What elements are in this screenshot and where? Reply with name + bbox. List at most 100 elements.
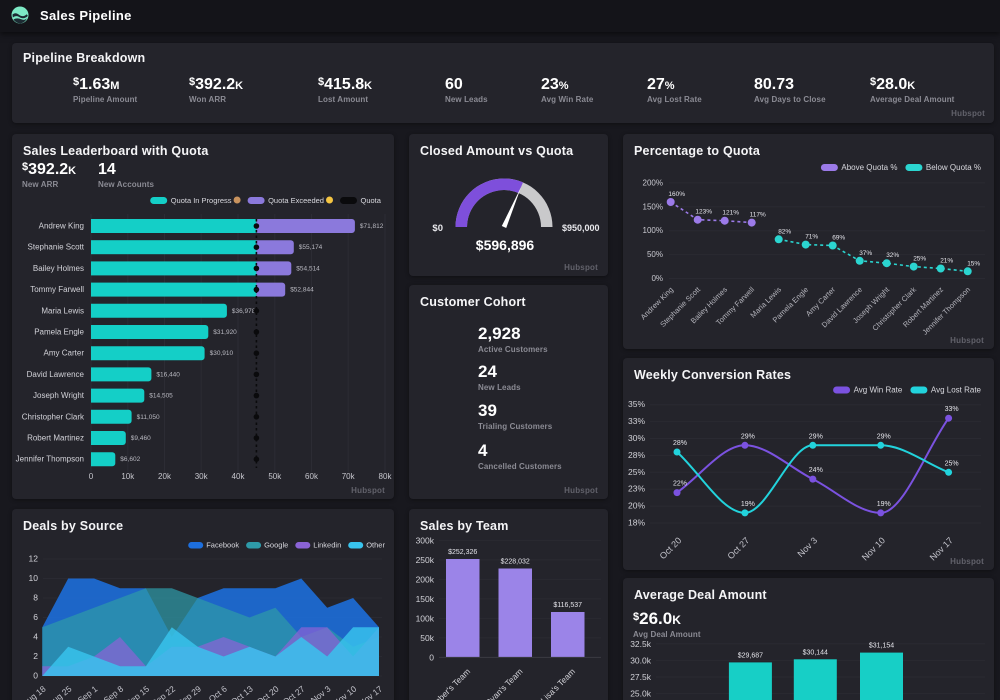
svg-text:Quota Exceeded: Quota Exceeded — [268, 196, 324, 205]
svg-text:Other: Other — [366, 541, 385, 550]
svg-text:100k: 100k — [416, 613, 435, 623]
svg-text:Avg Lost Rate: Avg Lost Rate — [931, 386, 982, 395]
svg-text:Oct 6: Oct 6 — [207, 684, 229, 700]
svg-text:12: 12 — [29, 554, 39, 564]
svg-text:25.0k: 25.0k — [630, 689, 652, 699]
svg-text:50k: 50k — [420, 633, 434, 643]
svg-text:24%: 24% — [809, 467, 823, 474]
svg-text:29%: 29% — [809, 433, 823, 440]
svg-text:28%: 28% — [628, 450, 645, 460]
svg-text:Ryan's Team: Ryan's Team — [483, 666, 525, 700]
svg-text:29%: 29% — [741, 433, 755, 440]
svg-text:80k: 80k — [379, 472, 393, 481]
svg-text:$14,505: $14,505 — [149, 393, 173, 400]
svg-text:Google: Google — [264, 541, 288, 550]
svg-text:Quota: Quota — [361, 196, 382, 205]
svg-text:32.5k: 32.5k — [630, 639, 652, 649]
svg-text:$31,920: $31,920 — [213, 329, 237, 336]
svg-text:$16,440: $16,440 — [156, 371, 180, 378]
svg-text:20%: 20% — [628, 501, 645, 511]
svg-text:Linkedin: Linkedin — [313, 541, 341, 550]
svg-text:$30,910: $30,910 — [210, 350, 234, 357]
svg-text:$9,460: $9,460 — [131, 435, 151, 442]
svg-text:$54,514: $54,514 — [296, 265, 320, 272]
svg-text:Above Quota %: Above Quota % — [841, 163, 897, 172]
svg-text:$6,602: $6,602 — [120, 456, 140, 463]
svg-text:18%: 18% — [628, 518, 645, 528]
svg-text:60k: 60k — [305, 472, 319, 481]
svg-text:Stephanie Scott: Stephanie Scott — [28, 243, 85, 252]
svg-text:0: 0 — [429, 652, 434, 662]
svg-text:Nov 10: Nov 10 — [860, 535, 887, 562]
svg-text:0%: 0% — [651, 274, 663, 283]
svg-text:50%: 50% — [647, 250, 663, 259]
svg-text:Sep 22: Sep 22 — [150, 684, 178, 700]
svg-text:21%: 21% — [940, 258, 953, 265]
svg-text:123%: 123% — [695, 209, 712, 216]
svg-text:150%: 150% — [643, 202, 663, 211]
svg-text:19%: 19% — [877, 501, 891, 508]
svg-text:Maria Lewis: Maria Lewis — [41, 306, 84, 315]
svg-text:Nov 3: Nov 3 — [796, 535, 820, 559]
svg-text:0: 0 — [89, 472, 94, 481]
svg-text:10: 10 — [29, 573, 39, 583]
svg-text:40k: 40k — [232, 472, 246, 481]
svg-text:Amber's Team: Amber's Team — [427, 666, 472, 700]
svg-text:100%: 100% — [643, 226, 663, 235]
svg-text:Oct 20: Oct 20 — [255, 684, 281, 700]
svg-text:25%: 25% — [945, 460, 959, 467]
svg-text:33%: 33% — [945, 406, 959, 413]
svg-text:Nov 10: Nov 10 — [331, 684, 359, 700]
svg-text:Nov 17: Nov 17 — [357, 684, 385, 700]
svg-text:300k: 300k — [416, 535, 435, 545]
svg-text:150k: 150k — [416, 594, 435, 604]
svg-text:Lisa's Team: Lisa's Team — [539, 666, 578, 700]
svg-text:20k: 20k — [158, 472, 172, 481]
svg-text:2: 2 — [33, 651, 38, 661]
svg-text:Avg Win Rate: Avg Win Rate — [854, 386, 903, 395]
svg-text:29%: 29% — [877, 433, 891, 440]
svg-text:6: 6 — [33, 612, 38, 622]
svg-text:30%: 30% — [628, 433, 645, 443]
svg-text:Andrew King: Andrew King — [39, 222, 84, 231]
svg-text:117%: 117% — [750, 212, 766, 219]
svg-text:200k: 200k — [416, 574, 435, 584]
svg-text:Sep 8: Sep 8 — [102, 684, 126, 700]
svg-text:30.0k: 30.0k — [630, 655, 652, 665]
svg-text:David Lawrence: David Lawrence — [27, 370, 85, 379]
svg-text:Robert Martinez: Robert Martinez — [27, 434, 84, 443]
svg-text:37%: 37% — [859, 250, 872, 257]
svg-text:8: 8 — [33, 593, 38, 603]
svg-text:$228,032: $228,032 — [501, 559, 530, 566]
svg-text:$116,537: $116,537 — [553, 602, 582, 609]
svg-text:Sep 29: Sep 29 — [176, 684, 204, 700]
svg-text:30k: 30k — [195, 472, 209, 481]
svg-text:0: 0 — [33, 671, 38, 681]
svg-text:71%: 71% — [805, 234, 818, 241]
svg-text:Facebook: Facebook — [206, 541, 239, 550]
svg-text:69%: 69% — [832, 235, 845, 242]
svg-text:Oct 27: Oct 27 — [281, 684, 307, 700]
svg-text:Aug 25: Aug 25 — [46, 684, 74, 700]
svg-text:33%: 33% — [628, 416, 645, 426]
svg-text:Jennifer Thompson: Jennifer Thompson — [16, 455, 84, 464]
svg-text:Christopher Clark: Christopher Clark — [22, 412, 85, 421]
svg-text:28%: 28% — [673, 440, 687, 447]
svg-text:$29,687: $29,687 — [738, 652, 763, 659]
svg-text:22%: 22% — [673, 481, 687, 488]
svg-text:$52,844: $52,844 — [290, 287, 314, 294]
svg-text:Sep 15: Sep 15 — [124, 684, 152, 700]
svg-text:$0: $0 — [432, 223, 443, 234]
svg-text:Jennifer Thompson: Jennifer Thompson — [920, 285, 972, 337]
svg-text:23%: 23% — [628, 484, 645, 494]
svg-text:82%: 82% — [778, 228, 791, 235]
svg-text:121%: 121% — [722, 210, 739, 217]
svg-text:$71,812: $71,812 — [360, 223, 384, 230]
svg-text:$252,326: $252,326 — [448, 549, 477, 556]
svg-text:Pamela Engle: Pamela Engle — [34, 328, 84, 337]
svg-text:$11,050: $11,050 — [137, 414, 160, 421]
svg-text:$55,174: $55,174 — [299, 244, 323, 251]
svg-text:Joseph Wright: Joseph Wright — [33, 391, 85, 400]
svg-text:Amy Carter: Amy Carter — [44, 349, 85, 358]
svg-text:$950,000: $950,000 — [562, 223, 600, 233]
